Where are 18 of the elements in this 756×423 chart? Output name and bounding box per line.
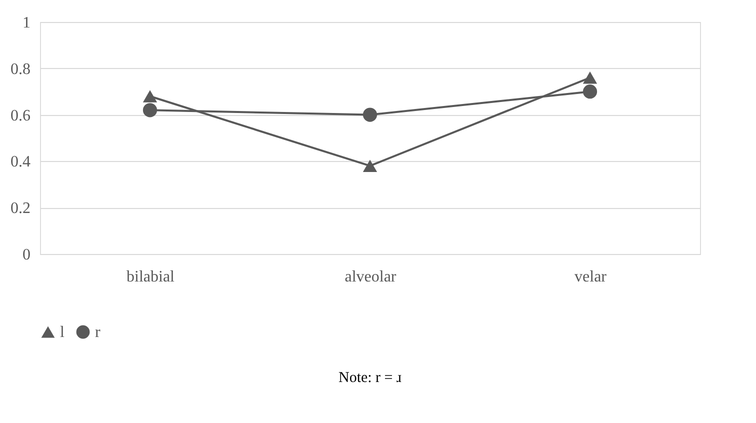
legend-label: l: [60, 324, 65, 341]
y-tick-label: 0.4: [10, 154, 30, 171]
legend-label: r: [95, 324, 101, 341]
point: [362, 160, 378, 172]
y-tick-label: 0.6: [10, 107, 30, 124]
point: [582, 72, 598, 84]
point: [362, 108, 378, 122]
y-tick-label: 0.2: [10, 200, 30, 218]
point: [142, 103, 158, 118]
y-tick-label: 0: [22, 246, 30, 264]
x-tick-label: alveolar: [344, 268, 397, 286]
y-tick-label: 0.8: [10, 60, 30, 78]
y-tick-label: 1: [22, 14, 30, 32]
x-tick-label: bilabial: [126, 268, 176, 286]
point: [582, 84, 598, 99]
text: Note: r = ɹ: [338, 370, 402, 386]
x-tick-label: velar: [574, 268, 608, 286]
point: [142, 90, 158, 102]
